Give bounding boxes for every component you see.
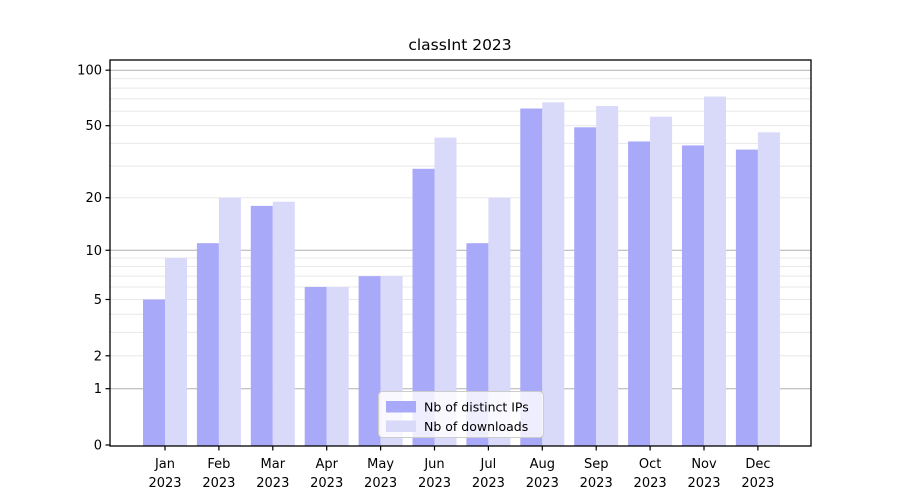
bar-downloads-jul bbox=[488, 197, 511, 446]
bar-distinct-ips-nov bbox=[682, 145, 704, 446]
bar-distinct-ips-apr bbox=[304, 286, 327, 446]
x-tick-label-year: 2023 bbox=[364, 476, 397, 491]
x-tick-label-year: 2023 bbox=[526, 476, 559, 491]
x-tick-label-year: 2023 bbox=[310, 476, 343, 491]
x-tick-label-year: 2023 bbox=[580, 476, 613, 491]
y-tick-label: 10 bbox=[85, 244, 102, 259]
x-tick-label-year: 2023 bbox=[418, 476, 451, 491]
y-tick-label: 1 bbox=[94, 382, 102, 397]
x-tick-label-year: 2023 bbox=[741, 476, 774, 491]
x-tick-label-month: Aug bbox=[530, 457, 555, 472]
bar-distinct-ips-oct bbox=[628, 141, 651, 446]
x-tick-label-year: 2023 bbox=[687, 476, 720, 491]
legend-swatch-distinct-ips bbox=[386, 401, 416, 413]
x-tick-label-year: 2023 bbox=[202, 476, 235, 491]
y-tick-label: 0 bbox=[94, 439, 102, 454]
bar-downloads-jan bbox=[165, 258, 187, 446]
x-tick-label-year: 2023 bbox=[472, 476, 505, 491]
bar-downloads-mar bbox=[272, 201, 295, 446]
x-tick-label-month: Feb bbox=[207, 457, 230, 472]
x-tick-label-month: Nov bbox=[691, 457, 717, 472]
legend-label-distinct-ips: Nb of distinct IPs bbox=[424, 400, 529, 415]
x-tick-label-month: Dec bbox=[745, 457, 770, 472]
bar-downloads-aug bbox=[542, 102, 565, 446]
legend-swatch-downloads bbox=[386, 420, 416, 432]
x-tick-label-month: Jul bbox=[480, 457, 497, 472]
y-axis: 0 1 2 5 10 20 50 100 bbox=[77, 64, 110, 454]
bar-downloads-nov bbox=[704, 96, 726, 446]
legend: Nb of distinct IPs Nb of downloads bbox=[378, 391, 544, 438]
x-tick-label-month: Oct bbox=[639, 457, 661, 472]
x-tick-label-year: 2023 bbox=[256, 476, 289, 491]
legend-label-downloads: Nb of downloads bbox=[424, 419, 528, 434]
x-tick-label-month: May bbox=[367, 457, 394, 472]
bar-distinct-ips-may bbox=[358, 276, 381, 446]
legend-box bbox=[378, 391, 544, 438]
bar-downloads-apr bbox=[326, 286, 349, 446]
x-axis: Jan 2023 Feb 2023 Mar 2023 Apr 2023 May 2023 Jun 20… bbox=[148, 446, 774, 491]
bar-distinct-ips-sep bbox=[574, 127, 597, 446]
y-tick-label: 20 bbox=[85, 191, 102, 206]
y-tick-label: 100 bbox=[77, 64, 102, 79]
y-tick-label: 50 bbox=[85, 119, 102, 134]
bar-downloads-oct bbox=[650, 116, 673, 446]
bar-downloads-dec bbox=[757, 132, 780, 446]
plot-border bbox=[109, 59, 812, 447]
bar-distinct-ips-dec bbox=[735, 149, 758, 446]
y-tick-label: 2 bbox=[94, 349, 102, 364]
x-tick-label-month: Mar bbox=[261, 457, 286, 472]
bar-distinct-ips-jun bbox=[412, 168, 435, 446]
bar-distinct-ips-aug bbox=[520, 108, 543, 446]
bar-downloads-feb bbox=[218, 197, 241, 446]
y-tick-label: 5 bbox=[94, 293, 102, 308]
bar-distinct-ips-feb bbox=[196, 243, 219, 446]
bar-distinct-ips-jan bbox=[143, 299, 165, 446]
bar-downloads-jun bbox=[434, 137, 457, 446]
x-tick-label-month: Apr bbox=[315, 457, 338, 472]
x-tick-label-year: 2023 bbox=[634, 476, 667, 491]
chart-title: classInt 2023 bbox=[408, 36, 511, 54]
x-tick-label-month: Sep bbox=[584, 457, 609, 472]
x-tick-label-year: 2023 bbox=[148, 476, 181, 491]
bar-distinct-ips-mar bbox=[250, 205, 273, 446]
x-tick-label-month: Jan bbox=[154, 457, 175, 472]
x-tick-label-month: Jun bbox=[423, 457, 444, 472]
bar-downloads-sep bbox=[596, 105, 619, 446]
